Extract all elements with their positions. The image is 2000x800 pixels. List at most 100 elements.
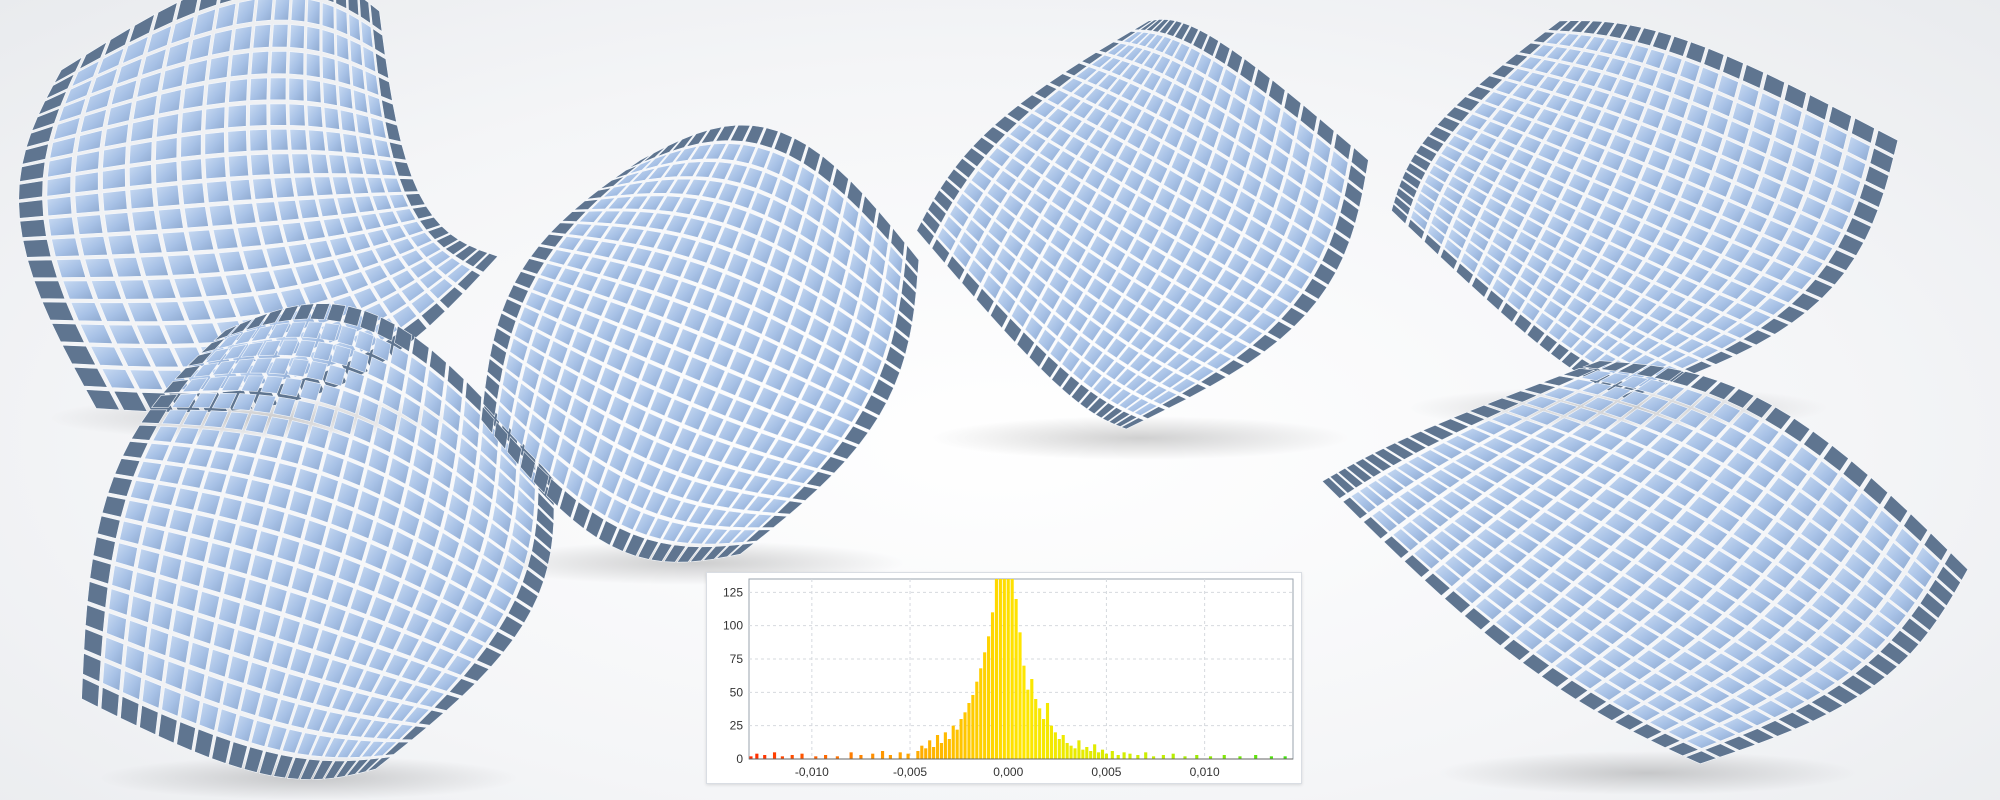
histogram-bar <box>920 745 924 759</box>
histogram-bar <box>888 755 892 759</box>
histogram-bar <box>955 729 959 759</box>
histogram-bar <box>871 753 875 759</box>
x-tick-label: -0,005 <box>893 765 927 779</box>
histogram-bar <box>772 752 777 759</box>
histogram-bar <box>916 751 920 759</box>
histogram-bar <box>932 747 936 759</box>
histogram-bar <box>963 712 967 759</box>
y-tick-label: 0 <box>736 752 743 766</box>
histogram-bar <box>1042 719 1046 759</box>
histogram-bar <box>755 753 759 759</box>
histogram-bar <box>1136 755 1140 759</box>
histogram-bar <box>800 753 804 759</box>
histogram-bar <box>780 756 784 759</box>
histogram-bar <box>1195 755 1199 759</box>
histogram-bar <box>1022 665 1026 759</box>
y-tick-label: 125 <box>723 585 743 599</box>
histogram-bar <box>994 579 999 759</box>
histogram-axes: 0 25 50 75 100 125 -0,010 -0,005 0,000 0,005 0,010 <box>723 585 1293 779</box>
histogram-bar <box>1030 679 1034 759</box>
saddle-surface-right-top <box>1391 20 1899 400</box>
histogram-bar <box>987 636 991 759</box>
histogram-bar <box>1085 747 1089 759</box>
histogram-bar <box>1122 752 1126 759</box>
histogram-bar <box>1110 751 1114 759</box>
histogram-bar <box>951 725 955 759</box>
histogram-bar <box>1038 708 1042 759</box>
y-tick-label: 100 <box>723 619 743 633</box>
histogram-bar <box>998 579 1002 759</box>
histogram-bar <box>1116 755 1120 759</box>
histogram-bar <box>939 743 944 759</box>
histogram-bar <box>1026 689 1030 759</box>
histogram-bar <box>1254 755 1258 759</box>
histogram-bar <box>1093 744 1097 759</box>
histogram-bar <box>943 732 947 759</box>
histogram-bar <box>959 719 963 759</box>
histogram-bar <box>880 751 885 759</box>
histogram-bar <box>814 756 818 759</box>
histogram-bar <box>971 695 975 759</box>
histogram-bar <box>983 652 987 759</box>
y-tick-label: 50 <box>730 685 744 699</box>
histogram-bar <box>790 755 794 759</box>
histogram-bar <box>924 748 928 759</box>
histogram-bar <box>1097 752 1101 759</box>
x-tick-label: 0,000 <box>993 765 1023 779</box>
histogram-bar <box>1069 745 1073 759</box>
histogram-bar <box>1077 740 1081 759</box>
histogram-bar <box>1089 751 1093 759</box>
histogram-plot: 0 25 50 75 100 125 -0,010 -0,005 0,000 0,005 0,010 <box>723 578 1294 779</box>
histogram-bar <box>1010 579 1014 759</box>
saddle-surface-top <box>916 19 1369 430</box>
histogram-bar <box>898 752 902 759</box>
histogram-bar <box>1104 753 1108 759</box>
histogram-bar <box>1222 755 1226 759</box>
deviation-histogram: 0 25 50 75 100 125 -0,010 -0,005 0,000 0,005 0,010 <box>706 572 1302 784</box>
histogram-bar <box>1014 599 1018 759</box>
x-tick-label: 0,010 <box>1190 765 1220 779</box>
histogram-bar <box>1057 739 1061 759</box>
histogram-bar <box>1161 755 1165 759</box>
histogram-bar <box>1128 753 1132 759</box>
histogram-bar <box>1151 756 1156 759</box>
histogram-bar <box>967 703 971 759</box>
histogram-bar <box>1049 725 1054 759</box>
histogram-bar <box>1065 743 1069 759</box>
histogram-bar <box>763 755 767 759</box>
histogram-bar <box>1081 749 1085 759</box>
histogram-bar <box>1045 703 1050 759</box>
histogram-bar <box>975 681 979 759</box>
histogram-bar <box>1073 748 1077 759</box>
saddle-surface-left <box>81 303 555 780</box>
histogram-bar <box>749 756 753 759</box>
x-tick-label: -0,010 <box>795 765 829 779</box>
histogram-bars <box>749 579 1287 759</box>
histogram-bar <box>1061 735 1065 759</box>
histogram-bar <box>859 755 863 759</box>
histogram-bar <box>947 739 951 759</box>
saddle-surface-center <box>480 124 920 563</box>
histogram-bar <box>1034 699 1038 759</box>
histogram-bar <box>1144 752 1148 759</box>
y-tick-label: 75 <box>730 652 744 666</box>
histogram-bar <box>1002 579 1006 759</box>
histogram-bar <box>1006 579 1010 759</box>
x-tick-label: 0,005 <box>1091 765 1121 779</box>
histogram-bar <box>1183 756 1187 759</box>
histogram-bar <box>1238 756 1242 759</box>
saddle-surface-right-bottom <box>1321 360 1969 765</box>
histogram-bar <box>835 756 839 759</box>
histogram-bar <box>906 753 910 759</box>
histogram-bar <box>849 752 853 759</box>
histogram-bar <box>935 735 940 759</box>
histogram-bar <box>1053 732 1057 759</box>
y-tick-label: 25 <box>730 719 744 733</box>
histogram-bar <box>928 740 932 759</box>
histogram-bar <box>824 755 828 759</box>
histogram-bar <box>1283 756 1287 759</box>
histogram-bar <box>1018 632 1022 759</box>
histogram-bar <box>990 612 995 759</box>
histogram-bar <box>1171 753 1175 759</box>
